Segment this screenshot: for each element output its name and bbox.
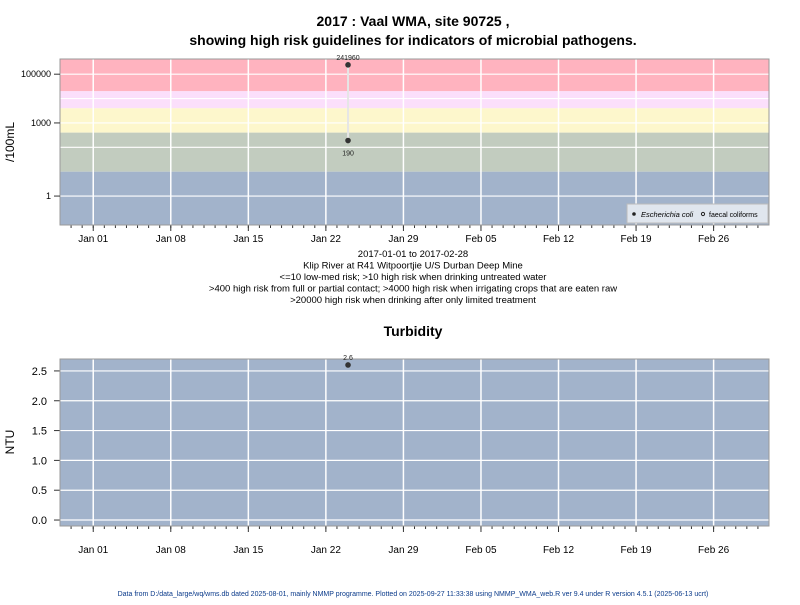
- x-tick-label: Feb 19: [620, 545, 652, 556]
- risk-band: [60, 59, 769, 92]
- legend-label-e-coli: Escherichia coli: [641, 210, 693, 219]
- chart2-ylabel: NTU: [3, 430, 17, 455]
- legend-marker-faecal-coliforms: [700, 211, 706, 217]
- x-tick-label: Feb 05: [465, 545, 497, 556]
- chart1-title-line1: 2017 : Vaal WMA, site 90725 ,: [317, 13, 510, 29]
- x-tick-label: Jan 01: [78, 234, 108, 245]
- subtitle-line: >400 high risk from full or partial cont…: [209, 284, 617, 295]
- legend-label-faecal-coliforms: faecal coliforms: [709, 212, 758, 219]
- subtitle-line: >20000 high risk when drinking after onl…: [290, 295, 536, 306]
- x-tick-label: Jan 08: [156, 234, 186, 245]
- y-tick-label: 1.0: [32, 455, 47, 467]
- legend-marker-e-coli: [632, 212, 636, 216]
- x-tick-label: Jan 08: [156, 545, 186, 556]
- data-label: 241960: [336, 55, 359, 62]
- risk-band: [60, 91, 769, 109]
- data-point-faecal-coliforms: [345, 62, 351, 68]
- y-tick-label: 0.0: [32, 515, 47, 527]
- x-tick-label: Feb 19: [620, 234, 652, 245]
- plot-background: [60, 359, 769, 526]
- x-tick-label: Feb 12: [543, 234, 575, 245]
- y-tick-label: 1000: [31, 118, 51, 128]
- y-tick-label: 1.5: [32, 426, 47, 438]
- x-tick-label: Feb 26: [698, 234, 730, 245]
- data-point-e-coli: [345, 137, 351, 144]
- x-tick-label: Jan 15: [233, 545, 263, 556]
- x-tick-label: Jan 29: [388, 545, 418, 556]
- x-tick-label: Jan 29: [388, 234, 418, 245]
- risk-band: [60, 132, 769, 172]
- y-tick-label: 2.5: [32, 366, 47, 378]
- y-tick-label: 100000: [21, 69, 51, 79]
- x-tick-label: Feb 05: [465, 234, 497, 245]
- data-point-turbidity: [345, 362, 351, 368]
- risk-band: [60, 108, 769, 133]
- plot-frame: [59, 58, 770, 226]
- y-tick-label: 0.5: [32, 485, 47, 497]
- x-tick-label: Jan 22: [311, 234, 341, 245]
- x-tick-label: Jan 15: [233, 234, 263, 245]
- x-tick-label: Jan 01: [78, 545, 108, 556]
- plot-frame: [59, 358, 770, 527]
- x-tick-label: Jan 22: [311, 545, 341, 556]
- x-tick-label: Feb 12: [543, 545, 575, 556]
- x-tick-label: Feb 26: [698, 545, 730, 556]
- subtitle-line: Klip River at R41 Witpoortjie U/S Durban…: [303, 261, 523, 272]
- chart1-ylabel: /100mL: [3, 122, 17, 162]
- y-tick-label: 1: [46, 191, 51, 201]
- data-label: 2.6: [343, 355, 353, 362]
- data-label: 190: [342, 151, 354, 158]
- chart1-plot: Jan 01 Jan 08 Jan 15 Jan 22 Jan 29 Feb 05 Feb …: [21, 55, 770, 245]
- chart2-plot: 0.0 0.5 1.0 1.5 2.0 2.5 Jan 01 Jan 08 Jan 15 Jan …: [32, 355, 770, 556]
- legend-box: [626, 203, 769, 224]
- y-tick-label: 2.0: [32, 396, 47, 408]
- subtitle-line: <=10 low-med risk; >10 high risk when dr…: [280, 272, 547, 283]
- subtitle-line: 2017-01-01 to 2017-02-28: [358, 249, 468, 260]
- chart1-title-line2: showing high risk guidelines for indicat…: [189, 32, 636, 48]
- footer-note: Data from D:/data_large/wq/wms.db dated …: [118, 591, 709, 598]
- chart2-title: Turbidity: [384, 323, 443, 339]
